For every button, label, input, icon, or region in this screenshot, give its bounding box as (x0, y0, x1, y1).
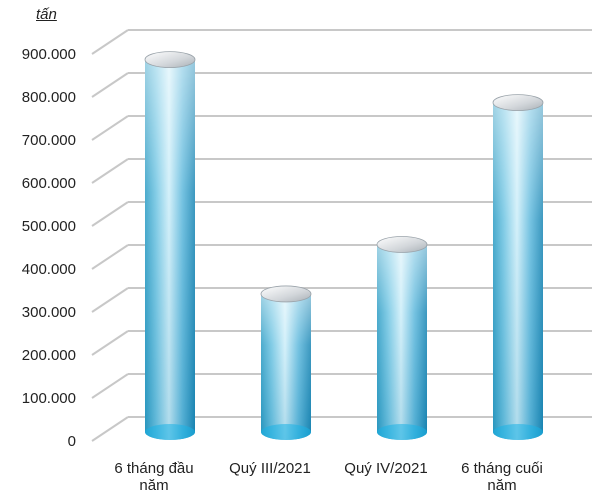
bar-shade (261, 293, 311, 440)
y-tick-label: 400.000 (22, 261, 76, 278)
y-tick-label: 800.000 (22, 89, 76, 106)
y-unit-label: tấn (36, 6, 57, 23)
bar-group (260, 285, 312, 440)
gridline-depth (91, 115, 129, 141)
gridline-depth (91, 287, 129, 313)
y-tick-label: 600.000 (22, 175, 76, 192)
gridline-depth (91, 330, 129, 356)
bar-base (261, 424, 311, 440)
gridline-depth (91, 158, 129, 184)
gridline-depth (91, 201, 129, 227)
x-tick-label: 6 tháng cuối năm (461, 460, 543, 494)
bar-shade (493, 102, 543, 440)
gridline-depth (91, 416, 129, 442)
bar-group (492, 94, 544, 440)
gridline-depth (91, 244, 129, 270)
bar-base (145, 424, 195, 440)
y-tick-label: 0 (68, 433, 76, 450)
x-tick-label: 6 tháng đầu năm (114, 460, 193, 494)
y-tick-label: 500.000 (22, 218, 76, 235)
y-tick-label: 300.000 (22, 304, 76, 321)
bar-top (492, 94, 544, 111)
y-tick-label: 100.000 (22, 390, 76, 407)
bar-top (144, 51, 196, 68)
gridline-depth (91, 373, 129, 399)
bar-group (144, 51, 196, 440)
gridline-depth (91, 29, 129, 55)
y-tick-label: 900.000 (22, 46, 76, 63)
bar-shade (145, 59, 195, 440)
bar-shade (377, 244, 427, 440)
bar-base (377, 424, 427, 440)
bar-top (376, 236, 428, 253)
y-tick-label: 200.000 (22, 347, 76, 364)
x-tick-label: Quý IV/2021 (344, 460, 427, 477)
bar-base (493, 424, 543, 440)
x-tick-label: Quý III/2021 (229, 460, 311, 477)
bar-group (376, 236, 428, 440)
y-tick-label: 700.000 (22, 132, 76, 149)
gridline-depth (91, 72, 129, 98)
bar-top (260, 285, 312, 303)
